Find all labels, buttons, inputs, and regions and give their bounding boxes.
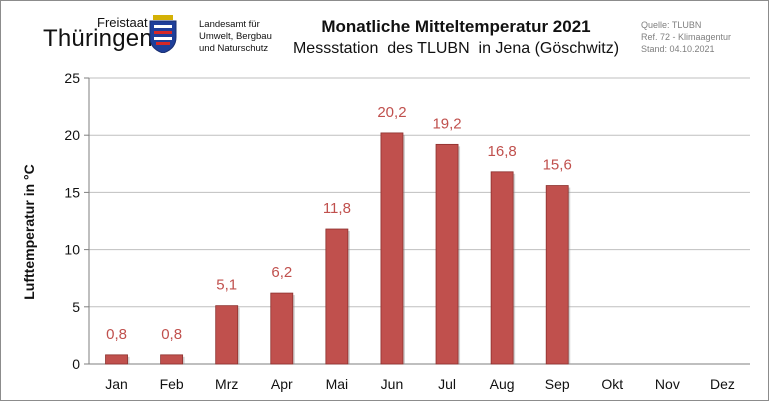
source-line: Stand: 04.10.2021 — [641, 44, 715, 54]
x-tick-label: Nov — [655, 376, 680, 392]
bar — [160, 354, 184, 365]
data-label: 11,8 — [323, 200, 351, 217]
x-tick-label: Okt — [601, 376, 623, 392]
x-tick-label: Sep — [545, 376, 570, 392]
bar — [270, 292, 294, 365]
agency-line: Landesamt für — [199, 19, 260, 30]
y-tick-label: 5 — [72, 299, 80, 315]
source-line: Quelle: TLUBN — [641, 20, 702, 30]
x-tick-label: Aug — [490, 376, 515, 392]
data-label: 20,2 — [377, 104, 406, 121]
x-tick-label: Apr — [271, 376, 293, 392]
data-label: 19,2 — [432, 115, 461, 132]
x-tick-label: Mai — [326, 376, 349, 392]
data-label: 16,8 — [488, 143, 517, 160]
data-label: 6,2 — [271, 264, 292, 281]
data-label: 0,8 — [106, 326, 127, 343]
data-label: 15,6 — [543, 157, 572, 174]
data-label: 0,8 — [161, 326, 182, 343]
logo-freistaat-text: Freistaat — [97, 15, 148, 30]
agency-name: Landesamt für Umwelt, Bergbau und Naturs… — [199, 19, 272, 55]
x-tick-label: Jun — [381, 376, 404, 392]
y-tick-label: 25 — [64, 70, 80, 86]
bar — [380, 132, 404, 365]
data-label: 5,1 — [216, 277, 237, 294]
source-info: Quelle: TLUBN Ref. 72 - Klimaagentur Sta… — [641, 19, 731, 55]
agency-line: Umwelt, Bergbau — [199, 31, 272, 42]
y-tick-label: 20 — [64, 127, 80, 143]
x-tick-label: Dez — [710, 376, 735, 392]
bar — [325, 228, 349, 365]
bar — [545, 185, 569, 365]
x-tick-label: Jul — [438, 376, 456, 392]
x-tick-label: Feb — [160, 376, 184, 392]
agency-line: und Naturschutz — [199, 43, 269, 54]
x-tick-label: Mrz — [215, 376, 238, 392]
y-tick-label: 15 — [64, 184, 80, 200]
chart-subtitle: Messstation des TLUBN in Jena (Göschwitz… — [292, 40, 620, 57]
bar — [435, 143, 459, 365]
source-line: Ref. 72 - Klimaagentur — [641, 32, 732, 42]
coat-of-arms-icon — [149, 15, 177, 53]
bar — [490, 171, 514, 365]
x-tick-label: Jan — [105, 376, 128, 392]
y-tick-label: 10 — [64, 242, 80, 258]
chart-title: Monatliche Mitteltemperatur 2021 — [321, 17, 591, 36]
bar — [105, 354, 128, 365]
logo-thueringen-text: Thüringen — [43, 25, 153, 52]
bar — [215, 305, 239, 365]
y-tick-label: 0 — [72, 356, 80, 372]
